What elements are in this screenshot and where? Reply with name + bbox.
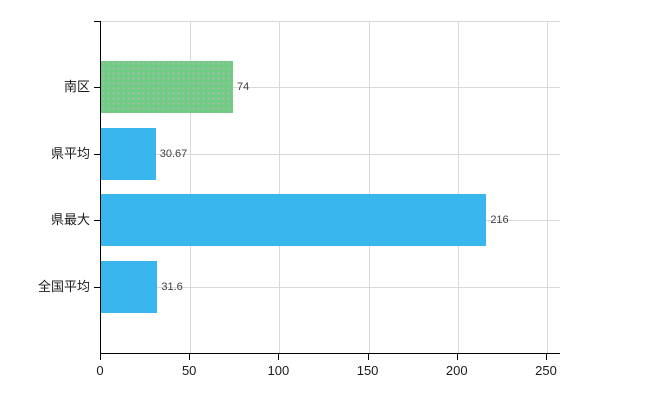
category-tick-mark (94, 154, 100, 155)
x-axis-tick-label: 150 (356, 363, 379, 378)
bar-value-label: 74 (237, 81, 250, 93)
x-axis-tick-label: 50 (181, 363, 197, 378)
gridline-vertical (279, 21, 281, 353)
x-axis-tick-mark (278, 354, 280, 360)
bar-2 (101, 128, 156, 180)
category-tick-mark (94, 87, 100, 88)
bar-value-label: 31.6 (161, 281, 183, 293)
gridline-horizontal (101, 87, 560, 88)
x-axis-tick-mark (456, 354, 458, 360)
x-axis-tick-mark (189, 354, 191, 360)
bar-3 (101, 194, 487, 246)
gridline-horizontal (101, 154, 560, 155)
gridline-vertical (368, 21, 370, 353)
bar-4 (101, 261, 158, 313)
bar-value-label: 30.67 (159, 148, 188, 160)
x-axis-tick-label: 250 (535, 363, 557, 378)
bar-value-label: 216 (490, 214, 509, 226)
x-axis-tick-mark (545, 354, 547, 360)
category-tick-mark (94, 220, 100, 221)
plot-top-gridline (101, 21, 560, 22)
x-axis-tick-mark (367, 354, 369, 360)
gridline-vertical (546, 21, 548, 353)
category-tick-mark (94, 287, 100, 288)
category-label: 南区 (63, 79, 90, 94)
y-axis-top-tick (94, 21, 100, 22)
gridline-vertical (457, 21, 459, 353)
x-axis-tick-label: 100 (267, 363, 290, 378)
x-axis-tick-label: 200 (445, 363, 468, 378)
category-label: 県最大 (50, 212, 90, 227)
x-axis-tick-mark (100, 354, 101, 360)
x-axis-tick-label: 0 (96, 363, 104, 378)
gridline-horizontal (101, 287, 560, 288)
plot-area: 74 30.67 216 31.6 (100, 21, 560, 354)
category-label: 全国平均 (37, 279, 90, 294)
bar-1 (101, 61, 233, 113)
gridline-vertical (190, 21, 192, 353)
category-label: 県平均 (50, 146, 90, 161)
